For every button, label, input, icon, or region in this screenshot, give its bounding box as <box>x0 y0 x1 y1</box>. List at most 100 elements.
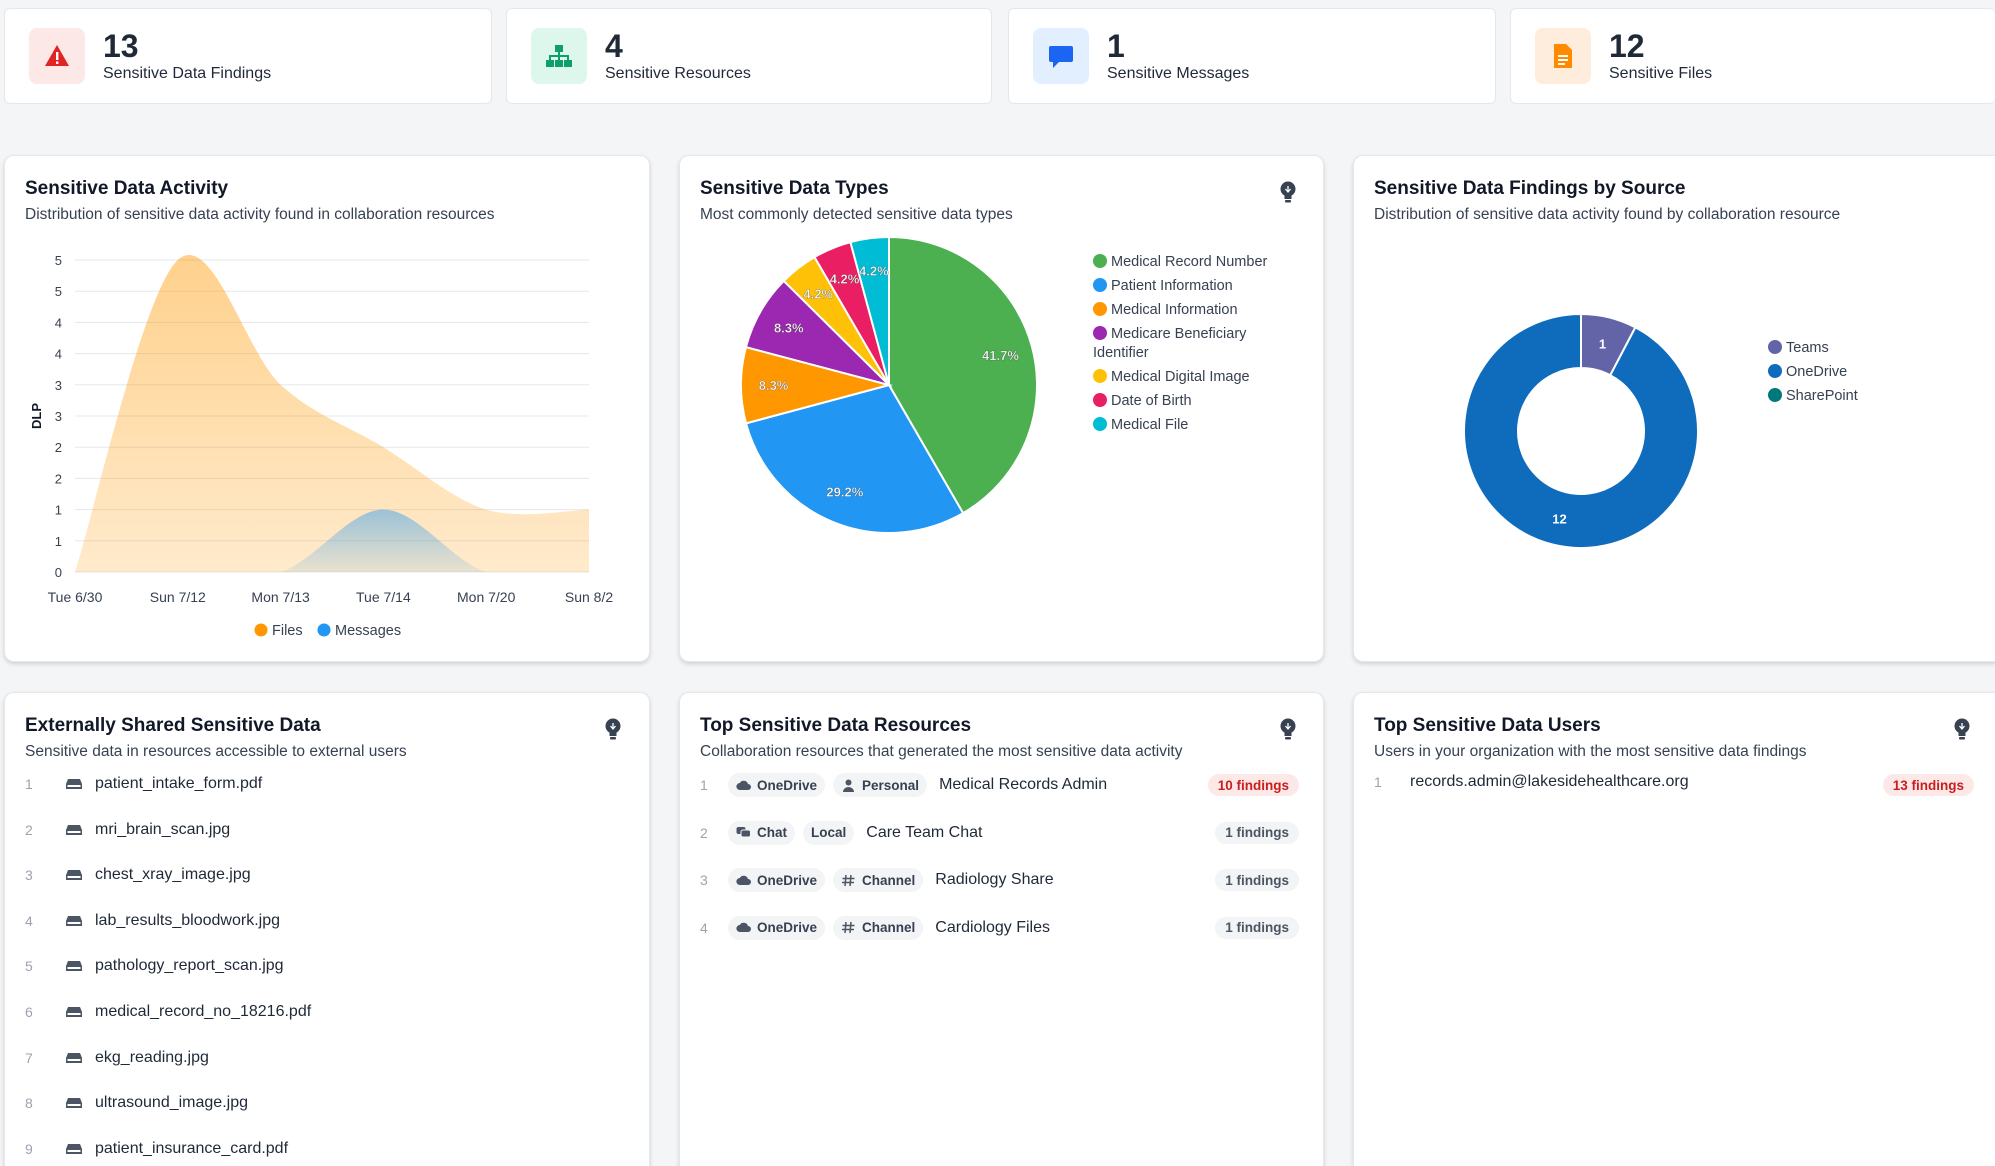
drive-icon <box>66 1098 82 1109</box>
legend-label[interactable]: Medical Record Number <box>1111 254 1268 270</box>
card-title: Sensitive Data Types <box>700 178 889 199</box>
legend-label[interactable]: Teams <box>1786 340 1829 356</box>
list-item[interactable]: 1 OneDrive Personal Medical Records Admin <box>700 773 1107 797</box>
legend-swatch[interactable] <box>1093 393 1107 407</box>
segment-label: 1 <box>1599 337 1606 352</box>
legend-swatch[interactable] <box>254 623 268 637</box>
legend-swatch[interactable] <box>1093 254 1107 268</box>
card-subtitle: Collaboration resources that generated t… <box>700 743 1183 760</box>
rank-number: 1 <box>700 777 708 793</box>
drive-icon <box>66 915 82 926</box>
legend-label[interactable]: OneDrive <box>1786 364 1847 380</box>
legend-swatch[interactable] <box>1093 302 1107 316</box>
list-item[interactable]: 2 Chat Local Care Team Chat <box>700 820 982 845</box>
rank-number: 3 <box>700 872 708 888</box>
lightbulb-icon[interactable] <box>1278 717 1298 741</box>
donut-segment[interactable] <box>1463 312 1699 549</box>
legend-label[interactable]: Medicare Beneficiary Identifier <box>1093 326 1247 361</box>
card-title: Top Sensitive Data Users <box>1374 715 1601 736</box>
file-name: lab_results_bloodwork.jpg <box>95 911 280 929</box>
scope-label: Channel <box>862 920 916 935</box>
list-item[interactable]: 4 lab_results_bloodwork.jpg <box>25 912 280 930</box>
card-title: Sensitive Data Findings by Source <box>1374 178 1686 199</box>
slice-label: 4.2% <box>803 287 833 302</box>
scope-label: Channel <box>862 872 916 888</box>
list-item[interactable]: 1 records.admin@lakesidehealthcare.org <box>1374 773 1689 791</box>
legend-swatch[interactable] <box>1768 388 1782 402</box>
list-item[interactable]: 3 chest_xray_image.jpg <box>25 866 251 884</box>
file-name: ultrasound_image.jpg <box>95 1094 248 1112</box>
cloud-icon <box>736 780 751 790</box>
cloud-icon <box>736 875 751 885</box>
lightbulb-icon[interactable] <box>1278 180 1298 204</box>
person-icon <box>843 779 855 792</box>
legend-label[interactable]: Date of Birth <box>1111 393 1192 409</box>
card-title: Externally Shared Sensitive Data <box>25 715 321 736</box>
pie-chart: 41.7%29.2%8.3%8.3%4.2%4.2%4.2%Medical Re… <box>740 235 1268 534</box>
legend-label[interactable]: Medical File <box>1111 417 1188 433</box>
drive-icon <box>66 824 82 835</box>
legend-swatch[interactable] <box>1093 369 1107 383</box>
findings-badge: 1 findings <box>1215 916 1299 939</box>
cloud-icon <box>736 922 751 933</box>
drive-icon <box>66 1052 82 1063</box>
list-item[interactable]: 9 patient_insurance_card.pdf <box>25 1140 288 1158</box>
legend-swatch[interactable] <box>1768 340 1782 354</box>
x-tick-label: Tue 6/30 <box>48 589 103 605</box>
scope-chip: Local <box>803 820 855 845</box>
messages-area[interactable] <box>75 509 589 572</box>
legend-swatch[interactable] <box>317 623 331 637</box>
legend-swatch[interactable] <box>1768 364 1782 378</box>
files-area[interactable] <box>75 255 589 572</box>
list-item[interactable]: 4 OneDrive Channel Cardiology Files <box>700 915 1050 940</box>
file-name: mri_brain_scan.jpg <box>95 820 231 838</box>
list-item[interactable]: 8 ultrasound_image.jpg <box>25 1094 248 1112</box>
source-chip: Chat <box>728 820 795 845</box>
legend-swatch[interactable] <box>1093 278 1107 292</box>
legend-label[interactable]: Patient Information <box>1111 278 1233 294</box>
legend-label[interactable]: Medical Digital Image <box>1111 369 1250 385</box>
y-tick-label: 0 <box>55 565 62 580</box>
legend-label[interactable]: Files <box>272 623 303 639</box>
scope-label: Personal <box>862 777 920 793</box>
legend-label[interactable]: SharePoint <box>1786 388 1858 404</box>
y-tick-label: 1 <box>55 534 62 549</box>
card-title: Sensitive Data Activity <box>25 178 229 199</box>
y-tick-label: 2 <box>55 440 62 455</box>
list-item[interactable]: 3 OneDrive Channel Radiology Share <box>700 868 1054 892</box>
findings-badge: 13 findings <box>1882 774 1974 796</box>
x-tick-label: Sun 7/12 <box>150 589 206 605</box>
rank-number: 1 <box>25 776 33 792</box>
legend-swatch[interactable] <box>1093 417 1107 431</box>
stat-value: 13 <box>103 28 139 64</box>
list-item[interactable]: 2 mri_brain_scan.jpg <box>25 821 230 839</box>
x-tick-label: Mon 7/20 <box>457 589 516 605</box>
pie-slice[interactable] <box>849 235 890 386</box>
list-item[interactable]: 7 ekg_reading.jpg <box>25 1049 209 1067</box>
chat-icon <box>736 827 751 838</box>
stat-card-messages[interactable]: 1 Sensitive Messages <box>1008 8 1496 104</box>
slice-label: 41.7% <box>982 348 1019 363</box>
stat-card-resources[interactable]: 4 Sensitive Resources <box>506 8 992 104</box>
stat-card-findings[interactable]: 13 Sensitive Data Findings <box>4 8 492 104</box>
file-name: pathology_report_scan.jpg <box>95 957 284 975</box>
scope-label: Local <box>811 825 847 840</box>
list-item[interactable]: 6 medical_record_no_18216.pdf <box>25 1003 311 1021</box>
legend-label[interactable]: Messages <box>335 623 401 639</box>
legend-label[interactable]: Medical Information <box>1111 302 1238 318</box>
pie-slice[interactable] <box>744 383 965 534</box>
list-item[interactable]: 1 patient_intake_form.pdf <box>25 775 262 793</box>
stat-card-files[interactable]: 12 Sensitive Files <box>1510 8 1995 104</box>
lightbulb-icon[interactable] <box>603 717 623 741</box>
hash-icon <box>842 921 855 934</box>
scope-chip: Channel <box>833 915 924 940</box>
file-name: patient_intake_form.pdf <box>95 775 263 792</box>
lightbulb-icon[interactable] <box>1952 717 1972 741</box>
list-item[interactable]: 5 pathology_report_scan.jpg <box>25 957 284 975</box>
legend-swatch[interactable] <box>1093 326 1107 340</box>
slice-label: 29.2% <box>826 485 863 500</box>
pie-slice[interactable] <box>888 235 1038 515</box>
card-subtitle: Distribution of sensitive data activity … <box>25 206 495 223</box>
resources-card: Top Sensitive Data Resources Collaborati… <box>679 692 1324 1166</box>
card-subtitle: Distribution of sensitive data activity … <box>1374 206 1841 223</box>
